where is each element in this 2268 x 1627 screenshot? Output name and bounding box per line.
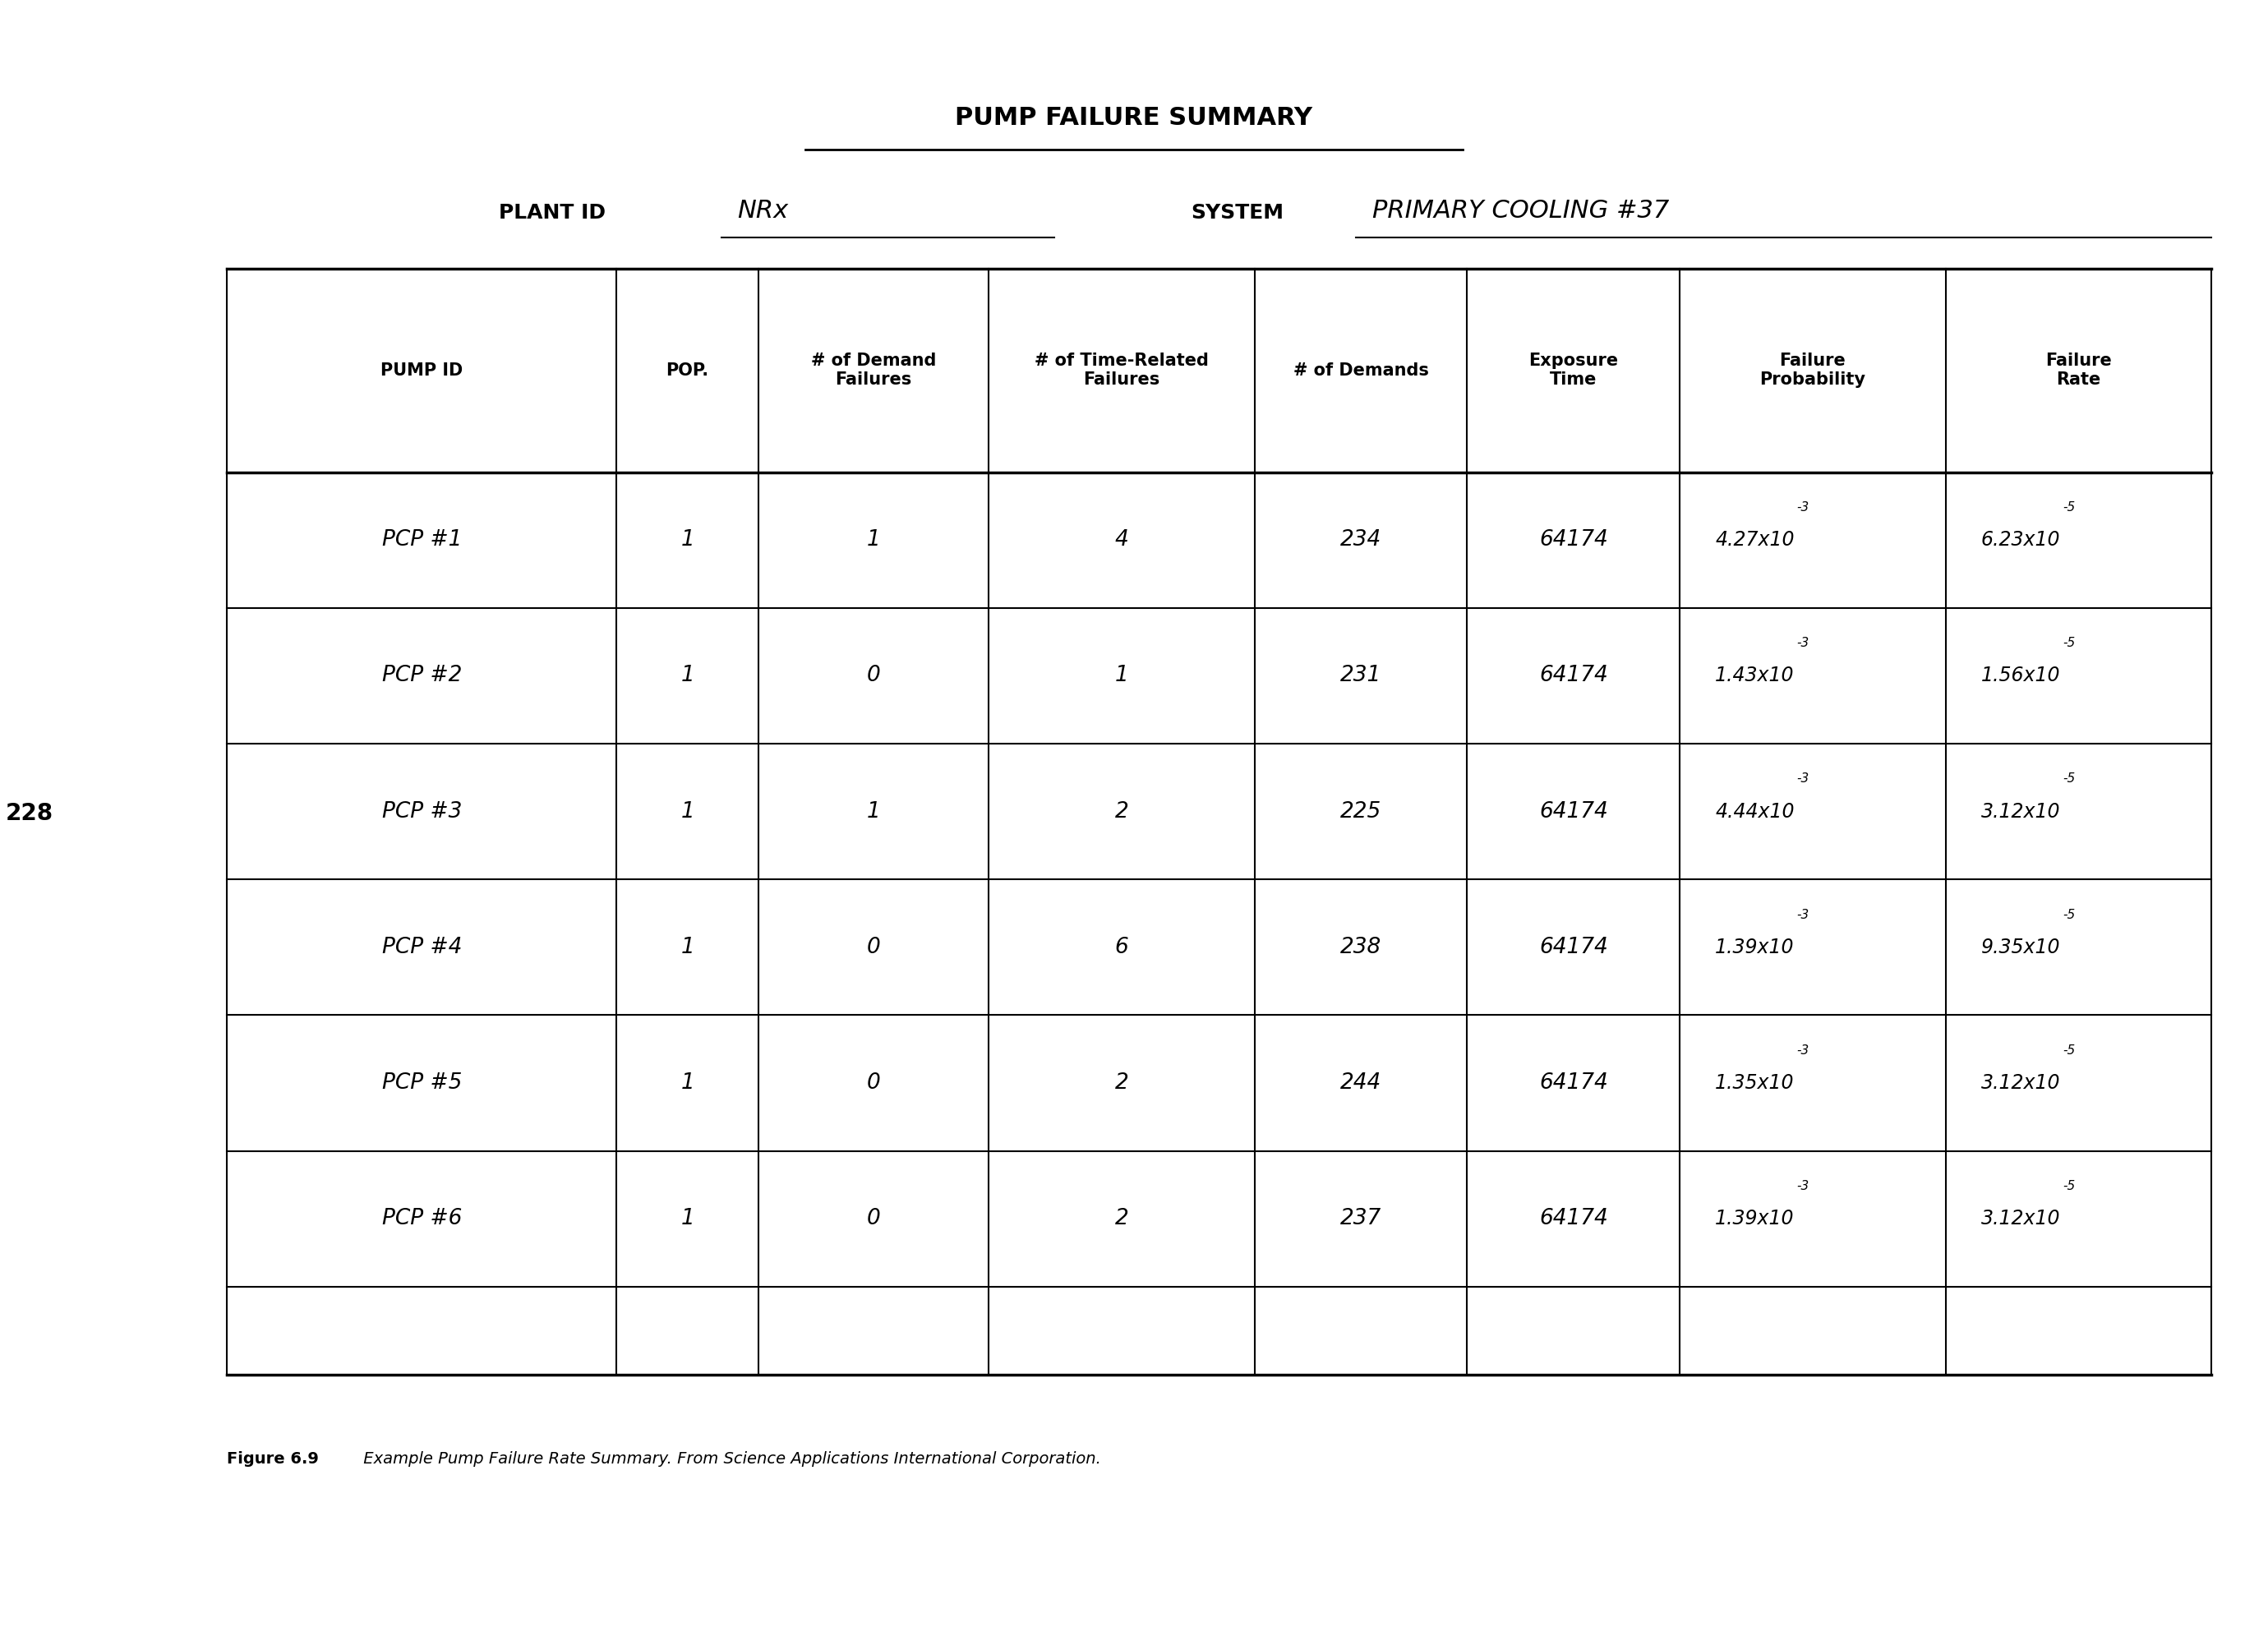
Text: POP.: POP. [667, 363, 710, 379]
Text: 9.35x10: 9.35x10 [1980, 937, 2059, 957]
Text: PUMP FAILURE SUMMARY: PUMP FAILURE SUMMARY [955, 106, 1313, 130]
Text: 237: 237 [1340, 1207, 1381, 1230]
Text: -5: -5 [2062, 501, 2075, 514]
Text: SYSTEM: SYSTEM [1191, 203, 1284, 223]
Text: PCP #5: PCP #5 [381, 1072, 463, 1093]
Text: 1: 1 [680, 529, 694, 550]
Text: PCP #4: PCP #4 [381, 937, 463, 958]
Text: 1.35x10: 1.35x10 [1715, 1074, 1794, 1093]
Text: Failure
Probability: Failure Probability [1760, 353, 1867, 387]
Text: 1.39x10: 1.39x10 [1715, 1209, 1794, 1228]
Text: Exposure
Time: Exposure Time [1529, 353, 1619, 387]
Text: 64174: 64174 [1540, 1207, 1608, 1230]
Text: NRx: NRx [737, 198, 789, 223]
Text: 3.12x10: 3.12x10 [1980, 1074, 2059, 1093]
Text: -3: -3 [1796, 1045, 1810, 1056]
Text: Figure 6.9: Figure 6.9 [227, 1451, 320, 1468]
Text: 1: 1 [866, 800, 880, 822]
Text: 64174: 64174 [1540, 937, 1608, 958]
Text: 2: 2 [1114, 1207, 1129, 1230]
Text: # of Demand
Failures: # of Demand Failures [812, 353, 937, 387]
Text: 1: 1 [680, 1072, 694, 1093]
Text: PCP #6: PCP #6 [381, 1207, 463, 1230]
Text: 228: 228 [5, 802, 54, 825]
Text: PUMP ID: PUMP ID [381, 363, 463, 379]
Text: -5: -5 [2062, 1180, 2075, 1193]
Text: 1.56x10: 1.56x10 [1980, 665, 2059, 685]
Text: 0: 0 [866, 937, 880, 958]
Text: 64174: 64174 [1540, 800, 1608, 822]
Text: 1: 1 [680, 800, 694, 822]
Text: # of Demands: # of Demands [1293, 363, 1429, 379]
Text: Failure
Rate: Failure Rate [2046, 353, 2112, 387]
Text: 238: 238 [1340, 937, 1381, 958]
Text: 4.44x10: 4.44x10 [1715, 802, 1794, 822]
Text: -5: -5 [2062, 1045, 2075, 1056]
Text: 64174: 64174 [1540, 529, 1608, 550]
Text: 3.12x10: 3.12x10 [1980, 802, 2059, 822]
Text: 2: 2 [1114, 1072, 1129, 1093]
Text: 64174: 64174 [1540, 665, 1608, 687]
Text: 231: 231 [1340, 665, 1381, 687]
Text: 1: 1 [680, 937, 694, 958]
Text: -3: -3 [1796, 908, 1810, 921]
Text: 64174: 64174 [1540, 1072, 1608, 1093]
Text: PCP #1: PCP #1 [381, 529, 463, 550]
Text: 225: 225 [1340, 800, 1381, 822]
Text: 1: 1 [680, 665, 694, 687]
Text: 2: 2 [1114, 800, 1129, 822]
Text: Example Pump Failure Rate Summary. From Science Applications International Corpo: Example Pump Failure Rate Summary. From … [358, 1451, 1100, 1468]
Text: 4.27x10: 4.27x10 [1715, 530, 1794, 550]
Text: PCP #3: PCP #3 [381, 800, 463, 822]
Text: 1: 1 [1114, 665, 1129, 687]
Text: -3: -3 [1796, 1180, 1810, 1193]
Text: 1: 1 [866, 529, 880, 550]
Text: PLANT ID: PLANT ID [499, 203, 606, 223]
Text: PRIMARY COOLING #37: PRIMARY COOLING #37 [1372, 198, 1669, 223]
Text: 6.23x10: 6.23x10 [1980, 530, 2059, 550]
Text: -5: -5 [2062, 908, 2075, 921]
Text: 3.12x10: 3.12x10 [1980, 1209, 2059, 1228]
Text: 0: 0 [866, 665, 880, 687]
Text: 244: 244 [1340, 1072, 1381, 1093]
Text: 1.39x10: 1.39x10 [1715, 937, 1794, 957]
Text: 1.43x10: 1.43x10 [1715, 665, 1794, 685]
Text: 6: 6 [1114, 937, 1129, 958]
Text: -3: -3 [1796, 773, 1810, 786]
Text: PCP #2: PCP #2 [381, 665, 463, 687]
Text: -3: -3 [1796, 638, 1810, 649]
Text: -5: -5 [2062, 773, 2075, 786]
Text: # of Time-Related
Failures: # of Time-Related Failures [1034, 353, 1209, 387]
Text: -3: -3 [1796, 501, 1810, 514]
Text: -5: -5 [2062, 638, 2075, 649]
Text: 4: 4 [1114, 529, 1129, 550]
Text: 1: 1 [680, 1207, 694, 1230]
Text: 0: 0 [866, 1072, 880, 1093]
Text: 0: 0 [866, 1207, 880, 1230]
Text: 234: 234 [1340, 529, 1381, 550]
